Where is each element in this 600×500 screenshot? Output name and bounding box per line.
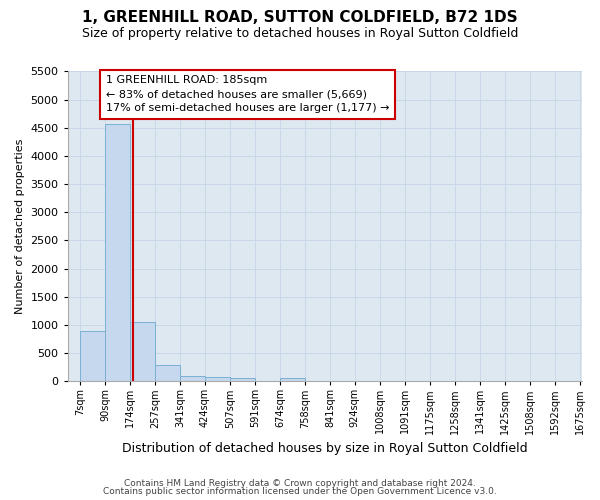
- Bar: [205, 376, 230, 381]
- Y-axis label: Number of detached properties: Number of detached properties: [15, 138, 25, 314]
- Bar: [80, 330, 105, 381]
- Bar: [105, 124, 130, 381]
- Text: Contains HM Land Registry data © Crown copyright and database right 2024.: Contains HM Land Registry data © Crown c…: [124, 478, 476, 488]
- Bar: [280, 378, 305, 381]
- Bar: [180, 376, 205, 381]
- X-axis label: Distribution of detached houses by size in Royal Sutton Coldfield: Distribution of detached houses by size …: [122, 442, 528, 455]
- Text: Contains public sector information licensed under the Open Government Licence v3: Contains public sector information licen…: [103, 487, 497, 496]
- Bar: [130, 322, 155, 381]
- Text: 1 GREENHILL ROAD: 185sqm
← 83% of detached houses are smaller (5,669)
17% of sem: 1 GREENHILL ROAD: 185sqm ← 83% of detach…: [106, 76, 389, 114]
- Text: Size of property relative to detached houses in Royal Sutton Coldfield: Size of property relative to detached ho…: [82, 28, 518, 40]
- Bar: [230, 378, 255, 381]
- Bar: [155, 365, 180, 381]
- Text: 1, GREENHILL ROAD, SUTTON COLDFIELD, B72 1DS: 1, GREENHILL ROAD, SUTTON COLDFIELD, B72…: [82, 10, 518, 25]
